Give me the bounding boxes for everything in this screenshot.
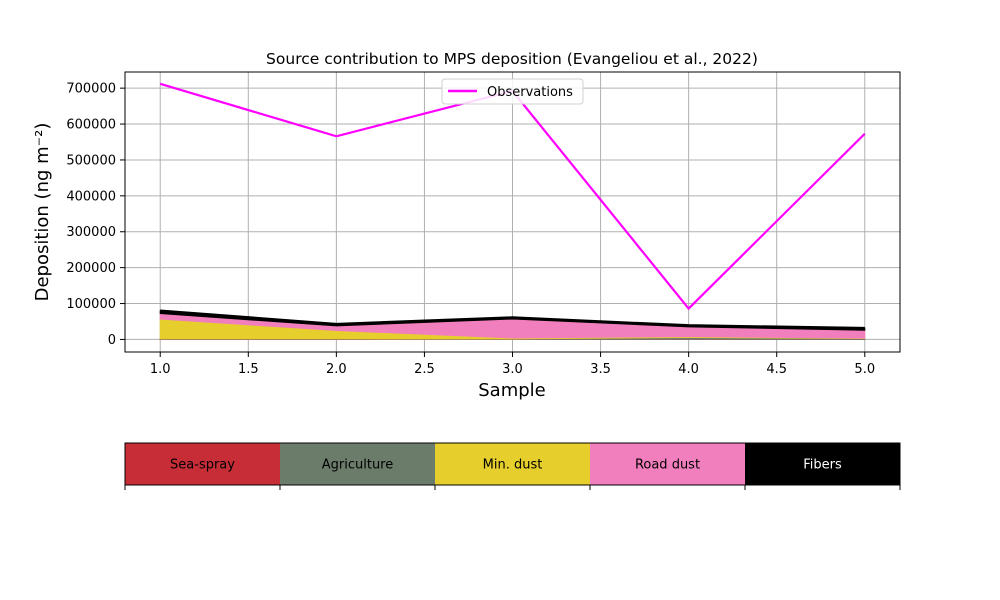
colorbar-label-road-dust: Road dust — [635, 458, 700, 473]
source-colorbar: Sea-spray Agriculture Min. dust Road dust Fi… — [124, 442, 901, 490]
area-layer — [159, 309, 866, 340]
colorbar-segment-fibers — [745, 443, 900, 485]
y-tick-label: 400000 — [66, 189, 116, 204]
colorbar-label-min-dust: Min. dust — [483, 458, 543, 473]
colorbar-label-sea-spray: Sea-spray — [170, 458, 235, 473]
legend-label-observations: Observations — [487, 85, 573, 100]
legend-box — [441, 78, 584, 105]
y-tick-label: 300000 — [66, 225, 116, 240]
y-tick-label: 200000 — [66, 261, 116, 276]
y-tick-label: 0 — [108, 333, 116, 348]
chart-title: Source contribution to MPS deposition (E… — [266, 50, 758, 68]
stack-top-edge — [160, 309, 865, 330]
x-tick-label: 5.0 — [854, 362, 875, 377]
y-tick-label: 700000 — [66, 82, 116, 97]
x-tick-label: 3.5 — [590, 362, 611, 377]
x-axis-title: Sample — [478, 380, 546, 401]
x-tick-label: 2.5 — [414, 362, 435, 377]
colorbar-segment-sea-spray — [125, 443, 280, 485]
colorbar-label-agriculture: Agriculture — [322, 458, 394, 473]
colorbar-frame — [124, 442, 901, 486]
colorbar-segment-agriculture — [280, 443, 435, 485]
y-tick-label: 600000 — [66, 118, 116, 133]
x-tick-label: 4.0 — [678, 362, 699, 377]
chart-legend: Observations — [441, 78, 584, 105]
colorbar-label-fibers: Fibers — [803, 458, 842, 473]
x-tick-label: 2.0 — [326, 362, 347, 377]
tick-layer: 1.0 1.5 2.0 2.5 3.0 3.5 4.0 4.5 5.0 0 100000 200000… — [66, 82, 875, 377]
x-tick-label: 3.0 — [502, 362, 523, 377]
y-tick-label: 500000 — [66, 153, 116, 168]
grid-layer — [125, 72, 900, 352]
colorbar-segment-road-dust — [590, 443, 745, 485]
x-tick-label: 1.5 — [238, 362, 259, 377]
y-axis-title: Deposition (ng m⁻²) — [32, 123, 53, 302]
colorbar-segment-min-dust — [435, 443, 590, 485]
x-tick-label: 4.5 — [766, 362, 787, 377]
y-tick-label: 100000 — [66, 297, 116, 312]
x-tick-label: 1.0 — [150, 362, 171, 377]
